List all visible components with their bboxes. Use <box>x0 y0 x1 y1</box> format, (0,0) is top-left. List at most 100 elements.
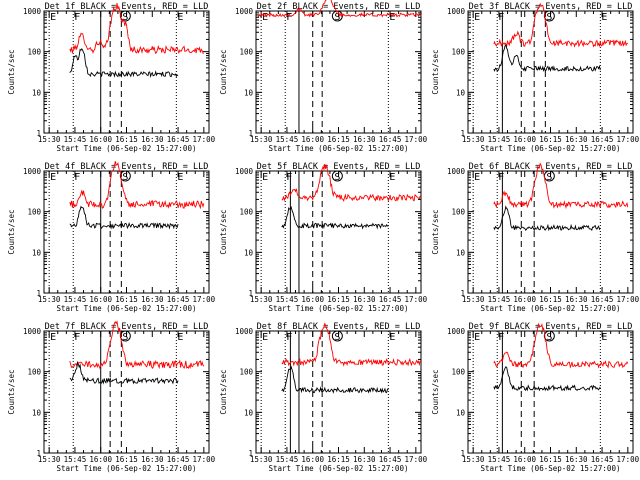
x-tick-label: 16:00 <box>89 455 112 464</box>
phase-marker-label: E <box>177 172 183 183</box>
x-tick-label: 15:45 <box>64 295 87 304</box>
y-tick-label: 100 <box>451 208 465 217</box>
x-tick-label: 16:15 <box>115 295 138 304</box>
plot-frame <box>467 330 634 454</box>
x-tick-label: 17:00 <box>617 295 640 304</box>
x-tick-label: 16:30 <box>141 135 164 144</box>
y-tick-label: 1000 <box>235 167 254 176</box>
phase-marker-label: E <box>262 12 268 23</box>
x-tick-label: 15:45 <box>276 295 299 304</box>
chart-title: Det 8f BLACK = Events, RED = LLD <box>257 322 421 332</box>
phase-marker-label: F <box>74 172 80 183</box>
chart-title: Det 9f BLACK = Events, RED = LLD <box>469 322 633 332</box>
x-tick-label: 16:00 <box>89 135 112 144</box>
y-tick-label: 1 <box>460 449 465 458</box>
x-tick-label: 15:45 <box>64 135 87 144</box>
chart-title: Det 2f BLACK = Events, RED = LLD <box>257 2 421 12</box>
phase-marker-label: F <box>498 172 504 183</box>
phase-marker-label: E <box>601 332 607 343</box>
plot-frame <box>255 10 422 134</box>
events-series-line <box>69 361 179 385</box>
phase-marker-label: F <box>498 332 504 343</box>
lld-series-line <box>281 322 422 367</box>
events-series-line <box>493 366 601 392</box>
x-tick-label: 15:30 <box>462 455 485 464</box>
x-tick-label: 15:45 <box>488 455 511 464</box>
phase-marker-label: S <box>122 172 128 183</box>
source-marker-circle <box>119 170 131 182</box>
x-tick-label: 15:45 <box>488 295 511 304</box>
x-axis-label: Start Time (06-Sep-02 15:27:00) <box>57 464 197 473</box>
phase-marker-label: S <box>334 12 340 23</box>
lld-series-line <box>493 2 629 48</box>
plot-frame <box>255 170 422 294</box>
x-tick-label: 16:15 <box>539 295 562 304</box>
x-tick-label: 16:30 <box>353 135 376 144</box>
y-tick-label: 1000 <box>23 7 42 16</box>
x-tick-label: 16:15 <box>327 295 350 304</box>
source-marker-circle <box>331 170 343 182</box>
chart-panel-7: Det 7f BLACK = Events, RED = LLD 1 10 100 10… <box>7 320 216 473</box>
chart-panel-4: Det 4f BLACK = Events, RED = LLD 1 10 100 10… <box>7 161 216 313</box>
x-tick-label: 16:00 <box>513 295 536 304</box>
events-series-line <box>281 205 389 230</box>
chart-title: Det 1f BLACK = Events, RED = LLD <box>45 2 209 12</box>
chart-panel-2: Det 2f BLACK = Events, RED = LLD 1 10 100 10… <box>219 0 428 153</box>
phase-marker-label: E <box>601 172 607 183</box>
x-axis-label: Start Time (06-Sep-02 15:27:00) <box>269 304 409 313</box>
events-series-line <box>493 43 601 73</box>
y-axis-label: Counts/sec <box>431 209 440 254</box>
y-axis-label: Counts/sec <box>219 209 228 254</box>
phase-marker-label: E <box>262 172 268 183</box>
chart-panel-9: Det 9f BLACK = Events, RED = LLD 1 10 100 10… <box>431 322 640 473</box>
y-tick-label: 10 <box>244 88 254 97</box>
phase-marker-label: F <box>498 12 504 23</box>
phase-marker-label: E <box>389 12 395 23</box>
y-tick-label: 1000 <box>235 7 254 16</box>
y-tick-label: 100 <box>451 48 465 57</box>
x-tick-label: 17:00 <box>405 295 428 304</box>
x-tick-label: 16:00 <box>513 455 536 464</box>
y-tick-label: 10 <box>456 248 466 257</box>
x-tick-label: 16:45 <box>167 295 190 304</box>
y-tick-label: 1 <box>460 289 465 298</box>
chart-panel-8: Det 8f BLACK = Events, RED = LLD 1 10 100 10… <box>219 322 428 473</box>
plot-frame <box>43 170 210 294</box>
x-tick-label: 16:00 <box>301 135 324 144</box>
y-tick-label: 1000 <box>447 327 466 336</box>
x-axis-label: Start Time (06-Sep-02 15:27:00) <box>269 144 409 153</box>
x-tick-label: 15:45 <box>488 135 511 144</box>
x-axis-label: Start Time (06-Sep-02 15:27:00) <box>481 464 621 473</box>
x-tick-label: 15:30 <box>38 455 61 464</box>
y-tick-label: 100 <box>239 208 253 217</box>
y-tick-label: 1 <box>36 289 41 298</box>
phase-marker-label: E <box>474 332 480 343</box>
phase-marker-label: S <box>122 12 128 23</box>
x-tick-label: 17:00 <box>617 135 640 144</box>
x-tick-label: 16:30 <box>141 455 164 464</box>
y-tick-label: 1 <box>36 129 41 138</box>
y-tick-label: 100 <box>239 48 253 57</box>
events-series-line <box>493 205 601 232</box>
chart-panel-6: Det 6f BLACK = Events, RED = LLD 1 10 100 10… <box>431 162 640 313</box>
x-tick-label: 16:15 <box>115 135 138 144</box>
y-tick-label: 10 <box>32 248 42 257</box>
chart-panel-3: Det 3f BLACK = Events, RED = LLD 1 10 100 10… <box>431 2 640 153</box>
chart-title: Det 4f BLACK = Events, RED = LLD <box>45 162 209 172</box>
phase-marker-label: S <box>122 332 128 343</box>
x-tick-label: 16:45 <box>591 135 614 144</box>
y-tick-label: 1000 <box>23 167 42 176</box>
lld-series-line <box>69 3 204 55</box>
phase-marker-label: S <box>334 332 340 343</box>
chart-title: Det 3f BLACK = Events, RED = LLD <box>469 2 633 12</box>
phase-marker-label: F <box>286 332 292 343</box>
phase-marker-label: E <box>177 332 183 343</box>
y-tick-label: 100 <box>27 208 41 217</box>
x-tick-label: 16:45 <box>591 455 614 464</box>
x-tick-label: 17:00 <box>405 135 428 144</box>
phase-marker-label: E <box>389 332 395 343</box>
x-tick-label: 16:45 <box>379 135 402 144</box>
y-tick-label: 100 <box>239 368 253 377</box>
y-axis-label: Counts/sec <box>7 369 16 414</box>
x-tick-label: 16:45 <box>379 295 402 304</box>
